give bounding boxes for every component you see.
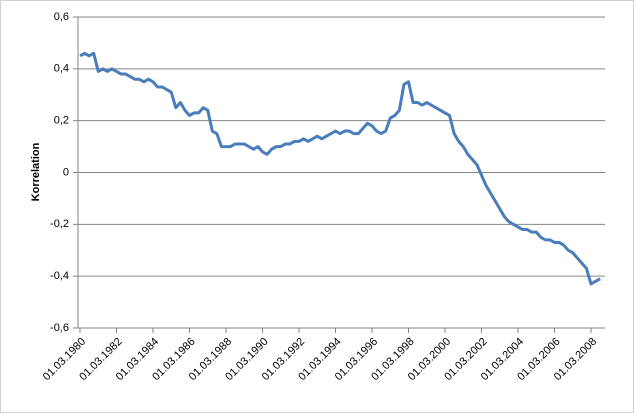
y-tick-label: 0 [63, 166, 69, 178]
y-tick-label: -0,6 [50, 322, 69, 334]
y-tick-label: -0,2 [50, 218, 69, 230]
y-tick-label: -0,4 [50, 270, 69, 282]
y-tick-label: 0,2 [54, 115, 69, 127]
y-tick-label: 0,4 [54, 63, 69, 75]
y-tick-label: 0,6 [54, 11, 69, 23]
y-axis-title: Korrelation [30, 142, 42, 201]
line-series [79, 51, 601, 286]
